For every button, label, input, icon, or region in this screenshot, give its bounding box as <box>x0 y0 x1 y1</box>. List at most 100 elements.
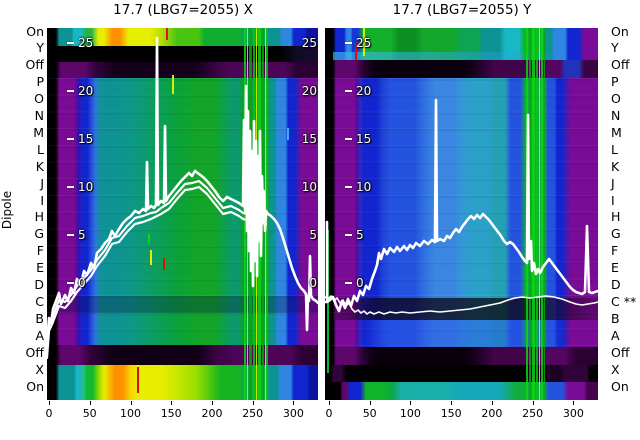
inplot-y-tick: 5 <box>345 227 364 243</box>
tick-value: 15 <box>78 132 94 146</box>
inplot-y-tick: 0 <box>67 275 86 291</box>
dipole-row-label-right: C ** <box>611 293 637 309</box>
x-tick-mark <box>49 401 50 405</box>
dipole-row-label-left: N <box>34 108 44 124</box>
orbit-trace-layer <box>47 36 318 360</box>
dipole-row-label-left: Off <box>25 57 44 73</box>
dipole-row-label-left: I <box>40 192 44 208</box>
trace-x-middle <box>47 179 268 354</box>
tick-dash <box>345 282 352 284</box>
inplot-y-tick: 10 <box>67 179 93 195</box>
x-tick-mark <box>369 401 371 405</box>
x-tick-mark <box>252 401 254 405</box>
dipole-row-label-left: O <box>34 91 44 107</box>
tick-value: 25 <box>356 36 372 50</box>
dipole-row-label-right: D <box>611 277 621 293</box>
inplot-y-tick: 0 <box>345 275 364 291</box>
x-tick-mark <box>329 401 330 405</box>
x-tick-label: 50 <box>82 407 97 420</box>
tick-value: 20 <box>78 84 94 98</box>
dipole-row-label-left: L <box>37 141 44 157</box>
row-c-shade <box>56 296 318 313</box>
dipole-row-label-right: A <box>611 327 620 343</box>
event-tick-mark <box>172 75 174 94</box>
event-tick-mark <box>363 28 365 56</box>
heatmap-panel-x: 25 20 15 10 5 0 25 20 15 10 5 0 <box>47 28 318 400</box>
inplot-y-tick: 0 <box>309 275 317 291</box>
dipole-row-label-left: K <box>35 158 44 174</box>
x-tick-label: 150 <box>160 407 182 420</box>
tick-value: 10 <box>301 180 317 194</box>
tick-dash <box>345 138 352 140</box>
dipole-row-label-right: Y <box>611 40 619 56</box>
tick-dash <box>67 42 74 44</box>
orbit-trace-layer <box>325 98 598 315</box>
event-tick-mark <box>148 234 150 244</box>
dipole-row-label-left: On <box>26 23 44 39</box>
dipole-row-label-right: B <box>611 310 620 326</box>
x-tick-label: 300 <box>562 407 584 420</box>
event-tick-mark <box>355 44 357 60</box>
dipole-row-label-left: F <box>36 243 44 259</box>
x-tick-mark <box>130 401 132 405</box>
event-tick-mark <box>150 250 152 265</box>
row-banding <box>47 78 318 345</box>
x-tick-mark <box>293 401 295 405</box>
inplot-y-tick: 15 <box>345 131 371 147</box>
inplot-y-tick: 10 <box>302 179 317 195</box>
tick-dash <box>345 90 352 92</box>
x-tick-mark <box>212 401 213 405</box>
vertical-stripe <box>544 28 545 400</box>
trace-y-main <box>325 98 598 313</box>
dipole-row-label-right: On <box>611 23 629 39</box>
tick-dash <box>345 186 352 188</box>
tick-value: 5 <box>309 228 317 242</box>
tick-value: 5 <box>356 228 364 242</box>
dipole-row-label-right: Off <box>611 57 630 73</box>
tick-value: 15 <box>301 132 317 146</box>
tick-dash <box>67 90 74 92</box>
dipole-row-label-right: G <box>611 226 621 242</box>
x-tick-mark <box>89 401 91 405</box>
dipole-row-label-right: K <box>611 158 620 174</box>
event-tick-mark <box>137 367 139 393</box>
dipole-row-label-left: E <box>36 260 44 276</box>
dipole-row-label-right: Off <box>611 344 630 360</box>
dipole-row-label-left: G <box>34 226 44 242</box>
x-tick-label: 0 <box>325 407 333 420</box>
inplot-y-tick: 15 <box>302 131 317 147</box>
dipole-row-label-left: C <box>35 293 44 309</box>
x-tick-label: 100 <box>399 407 421 420</box>
dipole-row-label-left: On <box>26 378 44 394</box>
vertical-stripe <box>532 28 535 400</box>
x-tick-label: 50 <box>362 407 377 420</box>
inplot-y-tick: 5 <box>309 227 317 243</box>
inplot-y-tick: 20 <box>302 83 317 99</box>
inplot-y-tick: 20 <box>67 83 93 99</box>
x-tick-label: 200 <box>201 407 223 420</box>
tick-dash <box>67 282 74 284</box>
vertical-stripe <box>539 28 540 400</box>
x-tick-label: 200 <box>481 407 503 420</box>
heatmap-body <box>47 78 318 345</box>
tick-value: 0 <box>356 276 364 290</box>
tick-dash <box>67 138 74 140</box>
inplot-y-tick: 5 <box>67 227 86 243</box>
dipole-row-label-right: J <box>611 175 615 191</box>
tick-value: 20 <box>301 84 317 98</box>
event-tick-mark <box>163 258 165 270</box>
x-tick-label: 250 <box>242 407 264 420</box>
x-tick-label: 150 <box>440 407 462 420</box>
rows-ba-blue-band <box>333 320 598 347</box>
x-tick-mark <box>532 401 534 405</box>
inplot-y-tick: 25 <box>67 35 93 51</box>
dipole-row-label-right: N <box>611 108 621 124</box>
tick-value: 5 <box>78 228 86 242</box>
tick-dash <box>67 186 74 188</box>
tick-value: 15 <box>356 132 372 146</box>
x-tick-mark <box>451 401 453 405</box>
x-tick-mark <box>491 401 493 405</box>
dipole-row-label-right: P <box>611 74 619 90</box>
inplot-y-tick: 20 <box>345 83 371 99</box>
